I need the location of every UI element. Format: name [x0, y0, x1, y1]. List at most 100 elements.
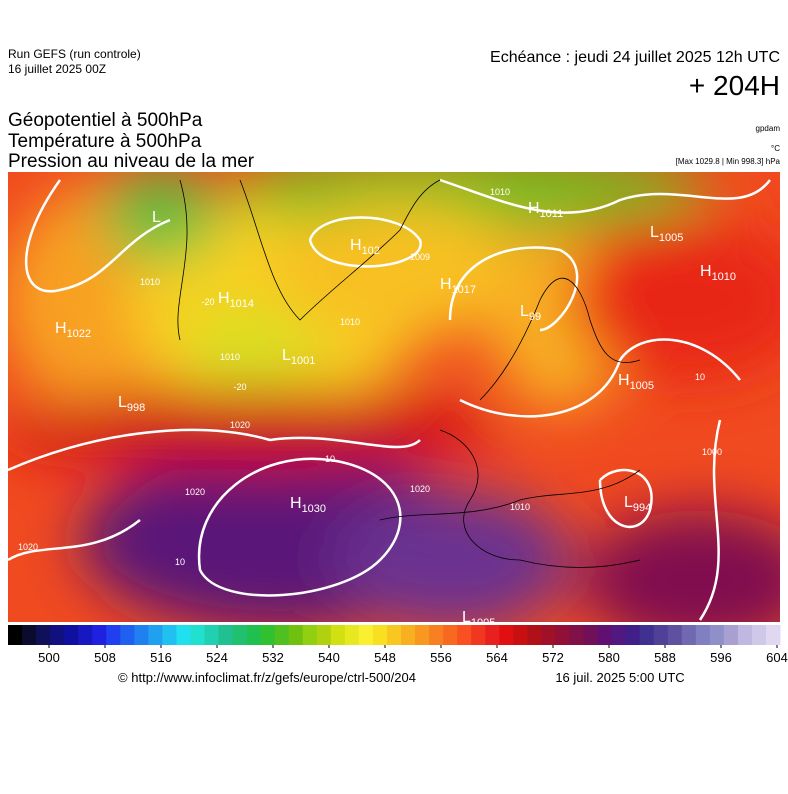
pressure-center: H1014	[218, 290, 254, 310]
center-letter: H	[618, 372, 630, 389]
colorbar-tick-label: 540	[318, 650, 340, 665]
colorbar-swatch	[386, 625, 402, 645]
center-value: 1005	[659, 232, 683, 244]
colorbar-swatch	[653, 625, 669, 645]
colorbar-swatch	[148, 625, 163, 645]
pressure-center: L994	[624, 494, 651, 514]
contour-label: 1010	[220, 352, 240, 362]
center-value: 1001	[291, 355, 315, 367]
colorbar-swatch	[611, 625, 627, 645]
run-date: 16 juillet 2025 00Z	[8, 62, 106, 76]
contour-label: 1010	[490, 187, 510, 197]
colorbar-swatch	[120, 625, 135, 645]
center-letter: L	[282, 347, 291, 364]
center-letter: L	[520, 303, 529, 320]
colorbar-swatch	[667, 625, 683, 645]
contour-labels: 1010101010091010102010201020102010101000…	[18, 187, 722, 567]
colorbar-swatch	[513, 625, 528, 645]
colorbar-tick-label: 604	[766, 650, 788, 665]
center-value: 99	[529, 311, 541, 323]
colorbar-swatch	[415, 625, 430, 645]
colorbar-swatch	[443, 625, 458, 645]
colorbar-swatch	[176, 625, 191, 645]
source: © http://www.infoclimat.fr/z/gefs/europe…	[118, 670, 416, 685]
colorbar-swatch	[190, 625, 206, 645]
colorbar-swatch	[723, 625, 739, 645]
unit: [Max 1029.8 | Min 998.3] hPa	[676, 157, 781, 166]
contour-label: 1020	[185, 487, 205, 497]
colorbar-tick-label: 596	[710, 650, 732, 665]
map	[8, 172, 780, 622]
colorbar-swatch	[555, 625, 570, 645]
pressure-center: L1005	[650, 224, 683, 244]
title: Pression au niveau de la mer	[8, 151, 255, 172]
center-value: 1010	[712, 271, 736, 283]
colorbar-swatch	[401, 625, 416, 645]
colorbar-tick-label: 508	[94, 650, 116, 665]
colorbar-tick-label: 516	[150, 650, 172, 665]
colorbar-swatch	[527, 625, 542, 645]
colorbar-swatch	[471, 625, 486, 645]
center-value: 1011	[540, 208, 564, 220]
coastlines	[177, 179, 641, 568]
colorbar-swatch	[92, 625, 107, 645]
contour-label: 1020	[230, 420, 250, 430]
colorbar-swatch	[569, 625, 584, 645]
center-value: 1005	[630, 380, 654, 392]
center-letter: H	[218, 290, 230, 307]
center-letter: L	[650, 224, 659, 241]
colorbar-tick-label: 548	[374, 650, 396, 665]
colorbar-tick-label: 564	[486, 650, 508, 665]
contour-label: 1000	[702, 447, 722, 457]
pressure-center: L998	[118, 394, 145, 414]
center-letter: H	[700, 263, 712, 280]
colorbar-swatch	[372, 625, 388, 645]
colorbar-swatch	[22, 625, 37, 645]
contour-label: 10	[175, 557, 185, 567]
colorbar-swatch	[134, 625, 149, 645]
colorbar-swatch	[274, 625, 290, 645]
pressure-center: H1030	[290, 495, 326, 515]
colorbar-swatch	[625, 625, 641, 645]
colorbar-swatch	[358, 625, 374, 645]
valid-time: Echéance : jeudi 24 juillet 2025 12h UTC	[490, 49, 780, 66]
contour-label: -20	[233, 382, 246, 392]
pressure-center: H1022	[55, 320, 91, 340]
run-label: Run GEFS (run controle)	[8, 47, 141, 61]
colorbar-tick-label: 524	[206, 650, 228, 665]
colorbar-swatch	[695, 625, 711, 645]
colorbar-swatch	[765, 625, 781, 645]
colorbar-swatch	[78, 625, 93, 645]
colorbar-swatch	[457, 625, 472, 645]
center-letter: L	[118, 394, 127, 411]
colorbar-tick-label: 580	[598, 650, 620, 665]
colorbar-swatch	[8, 625, 23, 645]
pressure-center: L1001	[282, 347, 315, 367]
pressure-center: L99	[520, 303, 541, 323]
lead-time: + 204H	[689, 70, 780, 101]
center-value: 998	[127, 402, 145, 414]
colorbar-swatch	[583, 625, 599, 645]
isobars	[8, 178, 771, 621]
colorbar-swatch	[232, 625, 248, 645]
colorbar-swatch	[751, 625, 767, 645]
colorbar-swatch	[681, 625, 697, 645]
issued: 16 juil. 2025 5:00 UTC	[555, 670, 684, 685]
colorbar-swatch	[204, 625, 220, 645]
title: Température à 500hPa	[8, 131, 202, 152]
center-value: 1030	[302, 503, 326, 515]
colorbar-swatch	[106, 625, 121, 645]
pressure-centers: H1022L998LH1014L1001H102H1017H1011L1005H…	[55, 200, 736, 629]
center-letter: H	[528, 200, 540, 217]
colorbar-swatch	[330, 625, 346, 645]
contour-label: 10	[325, 454, 335, 464]
colorbar-swatch	[36, 625, 51, 645]
colorbar-swatch	[639, 625, 655, 645]
center-value: 1014	[230, 298, 254, 310]
colorbar-swatch	[64, 625, 79, 645]
center-value: 1022	[67, 328, 91, 340]
contour-label: -20	[201, 297, 214, 307]
colorbar-swatch	[260, 625, 276, 645]
colorbar-swatch	[737, 625, 753, 645]
unit: gpdam	[756, 124, 781, 133]
